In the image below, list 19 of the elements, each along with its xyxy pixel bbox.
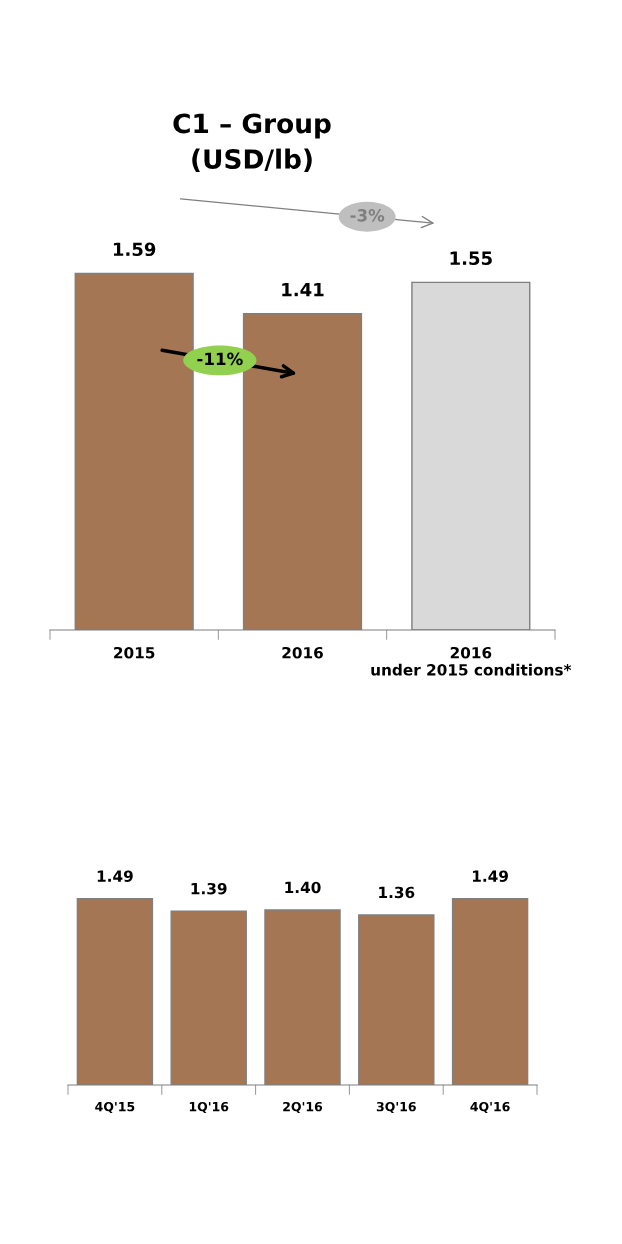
data-label: 1.40 <box>285 881 321 894</box>
x-tick-label: 2016 under 2015 conditions* <box>371 646 572 676</box>
data-label: 1.59 <box>113 242 156 257</box>
x-tick-label: 1Q'16 <box>189 1101 229 1113</box>
x-tick-label: 3Q'16 <box>376 1101 416 1113</box>
x-tick-label: 2Q'16 <box>283 1101 323 1113</box>
chart-title: C1 – Group (USD/lb) <box>173 113 331 173</box>
x-tick-label: 4Q'15 <box>95 1101 135 1113</box>
data-label: 1.55 <box>450 251 492 266</box>
data-label: 1.41 <box>282 283 324 297</box>
data-label: 1.49 <box>97 870 133 882</box>
annotation: -11% <box>197 352 243 366</box>
x-tick-label: 4Q'16 <box>470 1101 510 1113</box>
x-tick-label: 2015 <box>114 646 155 659</box>
data-label: 1.36 <box>379 886 415 899</box>
x-tick-label: 2016 <box>282 646 323 659</box>
data-label: 1.39 <box>191 882 227 895</box>
data-label: 1.49 <box>472 870 508 882</box>
text: -3% <box>350 209 385 222</box>
